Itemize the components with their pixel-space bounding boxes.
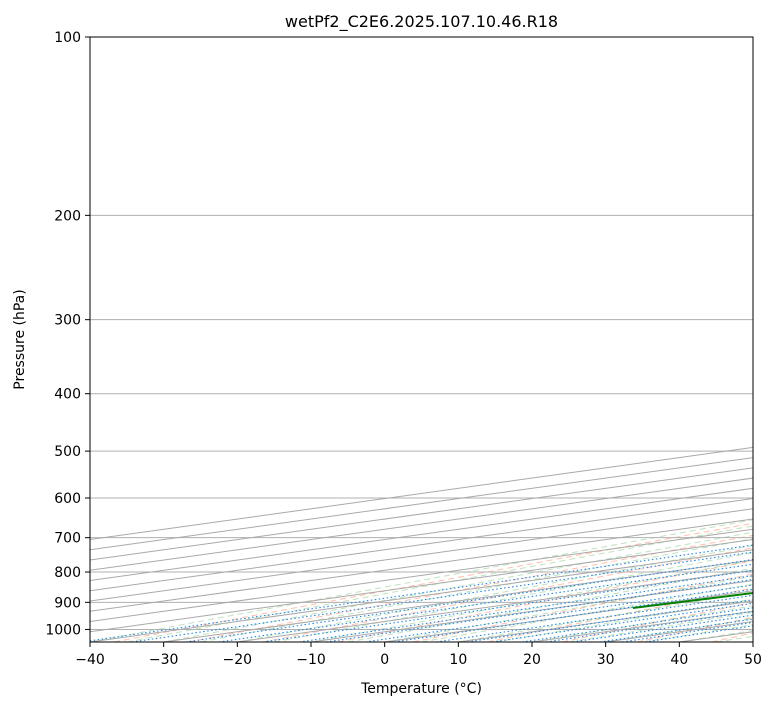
pressure-gridlines [90,37,753,630]
isotherm-gridline [90,498,753,592]
isotherm-gridline [90,539,753,633]
moist-adiabat-line [495,598,753,642]
y-tick-label: 1000 [45,622,81,638]
moist-adiabat-line [90,519,753,642]
mixing-ratio-line [492,602,753,642]
isotherm-gridline [90,508,753,602]
y-tick-label: 500 [54,444,81,460]
x-tick-label: −40 [75,652,105,668]
isotherm-gridline [90,457,753,551]
moist-adiabats [90,519,753,642]
x-tick-label: 0 [380,652,389,668]
mixing-ratio-lines [90,544,753,642]
y-tick-label: 400 [54,387,81,403]
y-tick-label: 900 [54,595,81,611]
mixing-ratio-line [90,544,753,642]
dry-adiabat-line [263,547,753,642]
x-axis-label: Temperature (°C) [360,681,482,697]
mixing-ratio-line [467,599,753,642]
y-tick-label: 800 [54,565,81,581]
isotherm-gridline [90,467,753,561]
x-tick-label: 10 [449,652,467,668]
x-tick-label: −20 [223,652,253,668]
moist-adiabat-line [384,575,753,642]
y-axis-label: Pressure (hPa) [12,289,28,389]
moist-adiabat-line [200,538,753,642]
x-tick-label: 30 [597,652,615,668]
isotherm-gridline [90,518,753,612]
x-tick-label: −30 [149,652,179,668]
y-tick-label: 700 [54,531,81,547]
skewed-isotherms [90,446,753,642]
x-tick-label: 40 [670,652,688,668]
moist-adiabat-line [274,552,753,642]
isotherm-gridline [90,528,753,623]
moist-adiabat-line [458,591,753,642]
y-tick-label: 100 [54,30,81,46]
y-tick-label: 300 [54,313,81,329]
dry-adiabat-line [412,573,753,642]
x-axis-ticks: −40 −30 −20 −10 0 10 20 30 40 50 [75,642,762,668]
y-axis-ticks: 1000 900 800 700 600 500 400 300 200 100 [45,30,90,638]
plot-area: 0.10.20.40.611.52346810131620253036-100-… [90,37,753,642]
isotherm-gridline [90,487,753,582]
mixing-ratio-line [522,607,753,642]
mixing-ratio-line [131,551,753,642]
moist-adiabat-line [163,531,753,642]
x-tick-label: −10 [296,652,326,668]
chart-title: wetPf2_C2E6.2025.107.10.46.R18 [285,12,558,32]
y-tick-label: 200 [54,208,81,224]
x-tick-label: 20 [523,652,541,668]
plot-frame [89,36,754,643]
mixing-ratio-line [394,588,753,642]
mixing-ratio-line [436,594,753,642]
isotherm-gridline [90,477,753,571]
x-tick-label: 50 [744,652,762,668]
dry-adiabat-line [188,534,753,642]
y-tick-label: 600 [54,491,81,507]
moist-adiabat-line [421,583,753,642]
